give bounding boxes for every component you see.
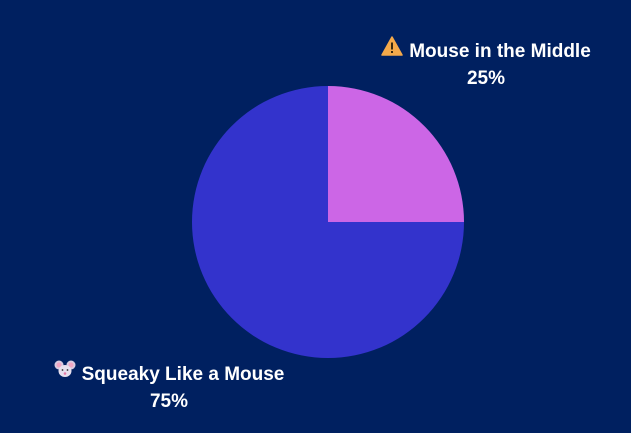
mouse-face-icon [54, 359, 76, 387]
slice-percentage: 25% [466, 68, 506, 89]
pie-slices [192, 86, 464, 358]
slice-label-squeaky-like-a-mouse: Squeaky Like a Mouse 75% [46, 359, 292, 415]
pie-slice-squeaky-like-a-mouse [192, 86, 464, 358]
slice-name: Mouse in the Middle [409, 41, 591, 63]
slice-label-mouse-in-the-middle: Mouse in the Middle 25% [372, 36, 600, 92]
slice-percentage: 75% [149, 391, 189, 412]
slice-name: Squeaky Like a Mouse [81, 364, 285, 386]
warning-icon [381, 36, 403, 64]
pie-slice-mouse-in-the-middle [328, 86, 464, 222]
